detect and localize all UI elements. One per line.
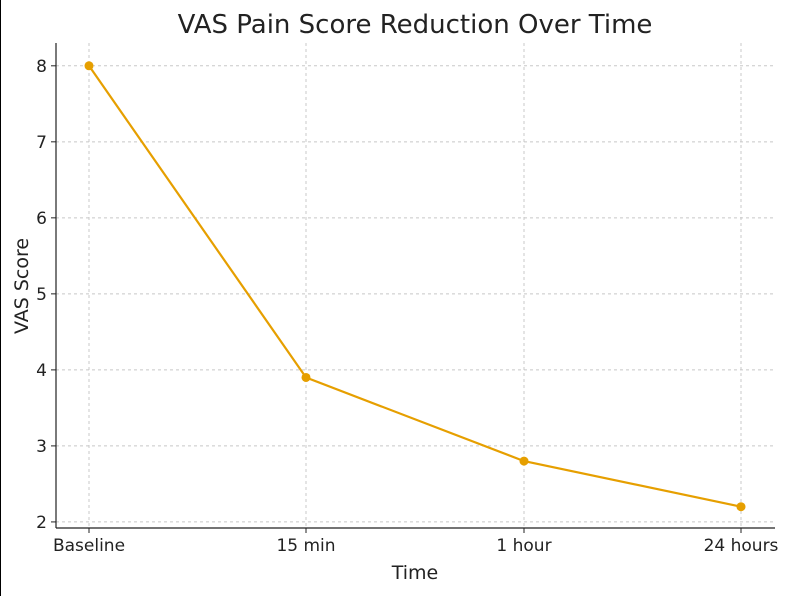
y-tick-label: 7 bbox=[36, 133, 47, 153]
chart-title: VAS Pain Score Reduction Over Time bbox=[178, 10, 653, 40]
tick-labels: 2 3 4 5 6 7 8 Baseline 15 min 1 hour 24 hours bbox=[36, 57, 778, 556]
y-tick-label: 3 bbox=[36, 437, 47, 457]
data-point bbox=[736, 502, 746, 512]
x-tick-label: 1 hour bbox=[496, 536, 551, 556]
y-tick-label: 2 bbox=[36, 513, 47, 533]
y-tick-label: 4 bbox=[36, 361, 47, 381]
series bbox=[84, 61, 746, 512]
axes bbox=[51, 43, 775, 533]
x-tick-label: 15 min bbox=[276, 536, 335, 556]
data-point bbox=[84, 61, 94, 71]
data-point bbox=[301, 372, 311, 382]
data-point bbox=[519, 456, 529, 466]
series-line bbox=[88, 65, 742, 508]
x-tick-label: 24 hours bbox=[704, 536, 779, 556]
x-axis-label: Time bbox=[391, 562, 439, 584]
x-tick-label: Baseline bbox=[53, 536, 125, 556]
grid bbox=[56, 43, 775, 528]
y-axis-label: VAS Score bbox=[11, 238, 33, 334]
y-tick-label: 6 bbox=[36, 209, 47, 229]
y-tick-label: 5 bbox=[36, 285, 47, 305]
y-tick-label: 8 bbox=[36, 57, 47, 77]
